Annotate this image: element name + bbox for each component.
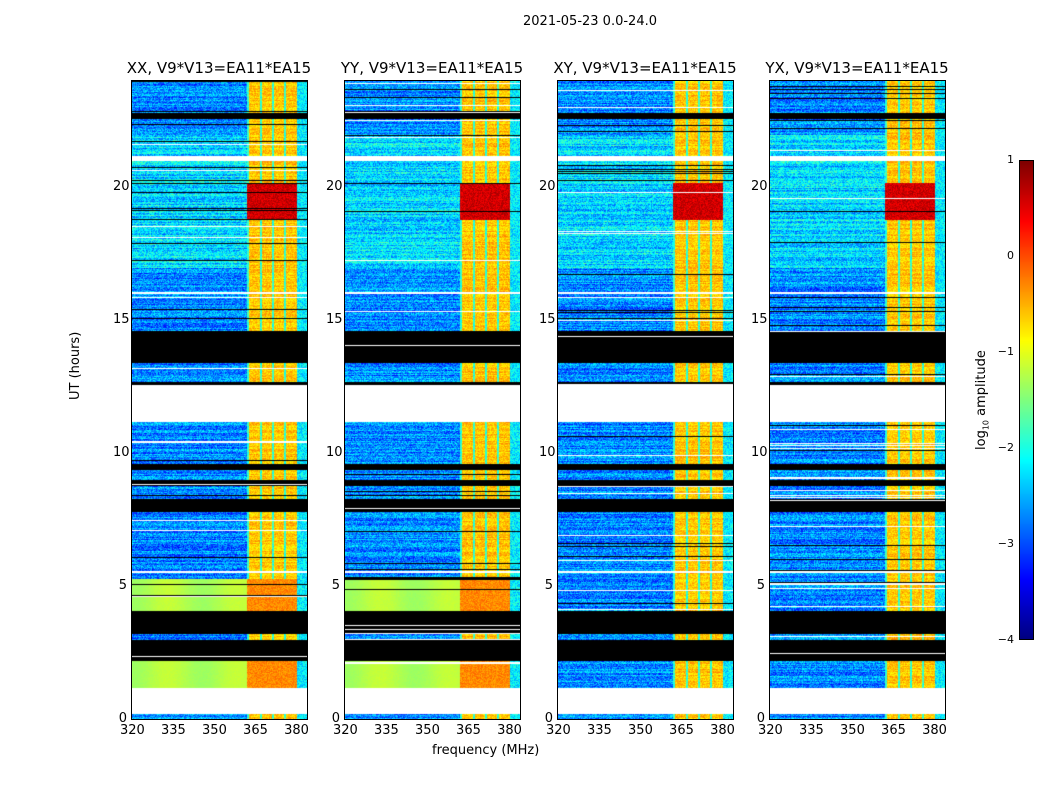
y-tick-label: 5 xyxy=(331,578,340,594)
x-tick-label: 365 xyxy=(669,723,694,738)
y-tick-label: 5 xyxy=(756,578,765,594)
figure-title: 2021-05-23 0.0-24.0 xyxy=(523,14,657,29)
y-tick-label: 0 xyxy=(544,711,553,726)
y-tick-label: 0 xyxy=(756,711,765,726)
panel-title: YY, V9*V13=EA11*EA15 xyxy=(340,59,524,77)
x-tick-label: 365 xyxy=(881,723,906,738)
x-tick-label: 320 xyxy=(333,723,358,738)
x-tick-label: 350 xyxy=(202,723,227,738)
x-tick-label: 350 xyxy=(415,723,440,738)
waterfall-panel xyxy=(769,80,946,720)
y-tick-label: 10 xyxy=(113,445,130,461)
panel-title: XY, V9*V13=EA11*EA15 xyxy=(553,59,737,77)
waterfall-panel xyxy=(557,80,734,720)
waterfall-heatmap xyxy=(558,81,733,719)
y-tick-label: 15 xyxy=(539,312,556,328)
y-tick-label: 10 xyxy=(751,445,768,461)
waterfall-panel xyxy=(131,80,308,720)
x-tick-label: 380 xyxy=(922,723,947,738)
waterfall-panel xyxy=(344,80,521,720)
y-tick-label: 20 xyxy=(326,179,343,195)
colorbar-tick-label: −1 xyxy=(997,345,1014,358)
panel-title: YX, V9*V13=EA11*EA15 xyxy=(765,59,949,77)
y-tick-label: 20 xyxy=(539,179,556,195)
colorbar-tick-label: 0 xyxy=(1007,249,1014,262)
y-tick-label: 10 xyxy=(326,445,343,461)
y-tick-label: 20 xyxy=(113,179,130,195)
waterfall-heatmap xyxy=(345,81,520,719)
x-tick-label: 320 xyxy=(758,723,783,738)
y-tick-label: 0 xyxy=(331,711,340,726)
x-tick-label: 365 xyxy=(456,723,481,738)
y-tick-label: 5 xyxy=(544,578,553,594)
x-tick-label: 350 xyxy=(840,723,865,738)
colorbar-tick-label: 1 xyxy=(1007,153,1014,166)
y-tick-label: 0 xyxy=(118,711,127,726)
x-tick-label: 350 xyxy=(628,723,653,738)
x-tick-label: 320 xyxy=(120,723,145,738)
x-tick-label: 335 xyxy=(161,723,186,738)
y-axis-label: UT (hours) xyxy=(68,331,83,400)
colorbar-tick-label: −2 xyxy=(997,441,1014,454)
y-tick-label: 15 xyxy=(751,312,768,328)
panel-title: XX, V9*V13=EA11*EA15 xyxy=(126,59,312,77)
y-tick-label: 10 xyxy=(539,445,556,461)
x-tick-label: 335 xyxy=(587,723,612,738)
x-tick-label: 380 xyxy=(284,723,309,738)
colorbar xyxy=(1019,160,1034,640)
y-tick-label: 15 xyxy=(326,312,343,328)
y-tick-label: 15 xyxy=(113,312,130,328)
x-tick-label: 335 xyxy=(374,723,399,738)
x-tick-label: 335 xyxy=(799,723,824,738)
waterfall-heatmap xyxy=(132,81,307,719)
waterfall-heatmap xyxy=(770,81,945,719)
y-tick-label: 5 xyxy=(118,578,127,594)
colorbar-tick-label: −3 xyxy=(997,537,1014,550)
colorbar-label: log10 amplitude xyxy=(974,350,991,450)
x-tick-label: 365 xyxy=(243,723,268,738)
colorbar-tick-label: −4 xyxy=(997,633,1014,646)
x-tick-label: 320 xyxy=(546,723,571,738)
y-tick-label: 20 xyxy=(751,179,768,195)
x-tick-label: 380 xyxy=(710,723,735,738)
x-tick-label: 380 xyxy=(497,723,522,738)
x-axis-label: frequency (MHz) xyxy=(432,743,540,758)
